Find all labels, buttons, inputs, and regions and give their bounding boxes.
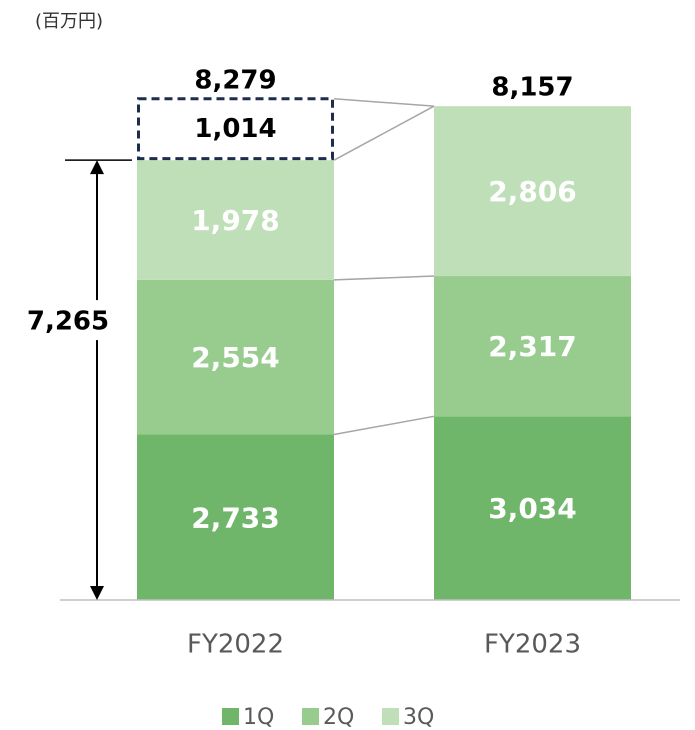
connector	[333, 275, 435, 281]
total-label: 8,279	[194, 65, 276, 95]
outline-label: 1,014	[194, 114, 276, 144]
bar-segment	[137, 160, 334, 280]
data-label: 2,317	[488, 330, 577, 363]
arrow-head	[90, 586, 104, 600]
bar-segment	[434, 416, 631, 600]
legend-label: 2Q	[323, 705, 354, 730]
legend-swatch	[222, 708, 239, 725]
legend-swatch	[302, 708, 319, 725]
bracket-label-bg	[60, 300, 120, 341]
bar-segment	[434, 106, 631, 277]
x-tick-label: FY2023	[484, 630, 581, 660]
bracket-label: 7,265	[27, 307, 109, 337]
connector	[333, 98, 435, 107]
arrow-head	[90, 160, 104, 175]
data-label: 3,034	[488, 492, 577, 525]
bar-segment	[137, 279, 334, 435]
x-tick-label: FY2022	[187, 630, 284, 660]
legend-label: 1Q	[243, 705, 274, 730]
data-label: 2,733	[191, 501, 280, 534]
legend-label: 3Q	[403, 705, 434, 730]
data-label: 2,554	[191, 341, 280, 374]
data-label: 1,978	[191, 204, 280, 237]
total-label: 8,157	[491, 73, 573, 103]
bar-segment	[137, 434, 334, 600]
connector	[333, 105, 435, 161]
data-label: 2,806	[488, 175, 577, 208]
connector	[333, 415, 435, 436]
unit-label: (百万円)	[35, 11, 103, 32]
outline-segment	[137, 97, 334, 161]
legend-swatch	[382, 708, 399, 725]
bar-segment	[434, 276, 631, 417]
